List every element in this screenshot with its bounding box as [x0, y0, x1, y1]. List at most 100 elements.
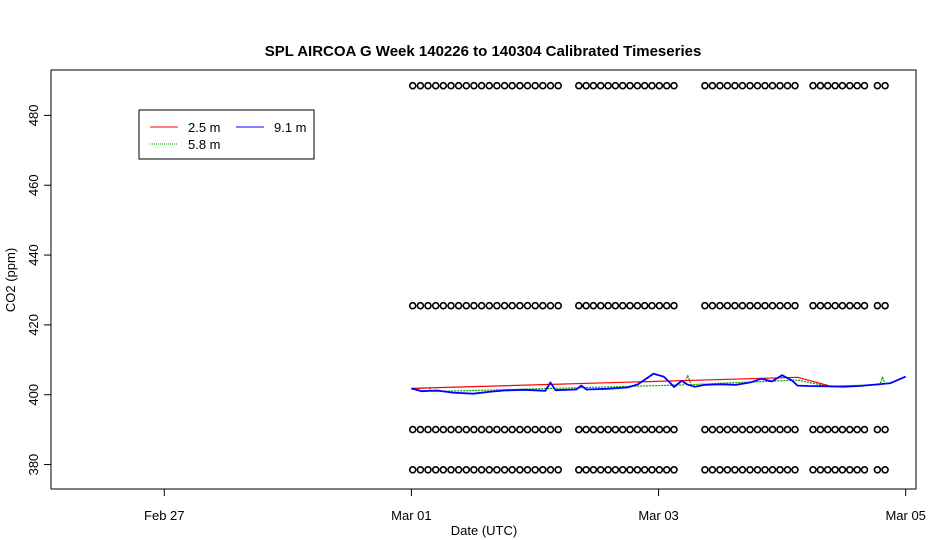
- calibration-point: [611, 301, 620, 310]
- calibration-point: [716, 425, 724, 434]
- calibration-point: [809, 81, 817, 90]
- calibration-point: [523, 301, 532, 310]
- calibration-point: [618, 425, 627, 434]
- calibration-point: [761, 425, 769, 434]
- calibration-point: [477, 301, 486, 310]
- calibration-point: [574, 301, 583, 310]
- calibration-point: [596, 465, 605, 474]
- calibration-point: [768, 301, 777, 310]
- calibration-point: [447, 465, 455, 474]
- calibration-point: [701, 465, 709, 474]
- calibration-point: [845, 81, 854, 90]
- y-axis-label: CO2 (ppm): [3, 248, 18, 312]
- calibration-point: [776, 465, 784, 474]
- calibration-point: [431, 301, 440, 310]
- calibration-point: [500, 81, 509, 90]
- calibration-point: [618, 465, 627, 474]
- calibration-point: [477, 465, 486, 474]
- calibration-point: [860, 301, 869, 310]
- calibration-point: [589, 465, 598, 474]
- calibration-point: [662, 465, 671, 474]
- calibration-point: [640, 465, 649, 474]
- calibration-point: [723, 301, 732, 310]
- calibration-point: [626, 301, 634, 310]
- calibration-point: [816, 465, 825, 474]
- calibration-point: [431, 81, 440, 90]
- calibration-point: [761, 81, 769, 90]
- calibration-point: [838, 425, 847, 434]
- legend: 2.5 m 9.1 m 5.8 m: [138, 109, 315, 160]
- y-tick-label-480: 480: [26, 105, 41, 127]
- calibration-point: [633, 301, 642, 310]
- calibration-point: [873, 81, 882, 90]
- calibration-point: [493, 465, 501, 474]
- calibration-point: [582, 301, 590, 310]
- calibration-point: [881, 425, 889, 434]
- calibration-point: [853, 301, 862, 310]
- calibration-point: [716, 465, 724, 474]
- calibration-point: [655, 81, 664, 90]
- calibration-point: [604, 301, 612, 310]
- calibration-point: [546, 81, 555, 90]
- y-tick-label-460: 460: [26, 174, 41, 196]
- x-axis-label: Date (UTC): [451, 523, 517, 538]
- calibration-point: [424, 301, 432, 310]
- calibration-point: [768, 81, 777, 90]
- calibration-point: [716, 81, 724, 90]
- calibration-point: [477, 81, 486, 90]
- calibration-point: [554, 465, 563, 474]
- calibration-point: [408, 81, 417, 90]
- calibration-point: [626, 425, 634, 434]
- calibration-point: [873, 425, 882, 434]
- calibration-point: [439, 301, 448, 310]
- calibration-point: [860, 425, 869, 434]
- calibration-point: [538, 425, 547, 434]
- calibration-point: [670, 465, 678, 474]
- calibration-point: [845, 425, 854, 434]
- calibration-point: [723, 425, 732, 434]
- calibration-point: [655, 465, 664, 474]
- calibration-point: [416, 465, 425, 474]
- calibration-point: [701, 425, 709, 434]
- calibration-points: [408, 81, 889, 474]
- calibration-point: [881, 301, 889, 310]
- calibration-point: [596, 81, 605, 90]
- calibration-point: [582, 465, 590, 474]
- calibration-point: [470, 81, 478, 90]
- calibration-point: [626, 465, 634, 474]
- legend-label-5-8m: 5.8 m: [188, 137, 221, 152]
- calibration-point: [655, 301, 664, 310]
- calibration-point: [523, 425, 532, 434]
- calibration-point: [493, 301, 501, 310]
- calibration-point: [716, 301, 724, 310]
- calibration-point: [761, 465, 769, 474]
- calibration-point: [508, 425, 517, 434]
- x-axis: Feb 27 Mar 01 Mar 03 Mar 05: [144, 489, 926, 523]
- calibration-point: [823, 425, 832, 434]
- calibration-point: [662, 81, 671, 90]
- calibration-point: [470, 425, 478, 434]
- calibration-point: [582, 425, 590, 434]
- calibration-point: [701, 81, 709, 90]
- calibration-point: [470, 465, 478, 474]
- calibration-point: [516, 301, 524, 310]
- y-tick-label-440: 440: [26, 244, 41, 266]
- calibration-point: [648, 81, 656, 90]
- y-tick-label-380: 380: [26, 454, 41, 476]
- calibration-point: [439, 81, 448, 90]
- calibration-point: [574, 81, 583, 90]
- calibration-point: [447, 81, 455, 90]
- calibration-point: [626, 81, 634, 90]
- calibration-point: [424, 465, 432, 474]
- calibration-point: [477, 425, 486, 434]
- calibration-point: [416, 301, 425, 310]
- calibration-point: [574, 465, 583, 474]
- plot-frame: [50, 69, 917, 490]
- calibration-point: [723, 81, 732, 90]
- calibration-point: [823, 465, 832, 474]
- calibration-point: [424, 425, 432, 434]
- calibration-point: [470, 301, 478, 310]
- calibration-point: [582, 81, 590, 90]
- calibration-point: [768, 425, 777, 434]
